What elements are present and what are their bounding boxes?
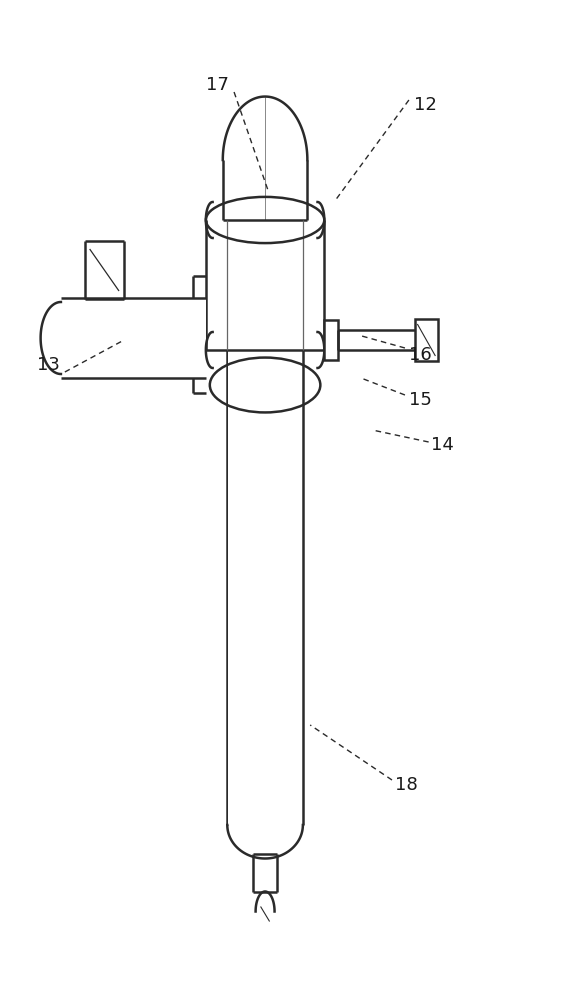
Bar [41, 298, 206, 378]
Text: 13: 13 [37, 356, 59, 374]
Text: 15: 15 [409, 391, 431, 409]
Text: 16: 16 [409, 346, 431, 364]
Text: 14: 14 [431, 436, 454, 454]
Bar [415, 319, 438, 361]
Bar [324, 320, 338, 360]
Text: 17: 17 [206, 76, 228, 94]
Text: 12: 12 [415, 96, 437, 114]
Text: 18: 18 [395, 776, 417, 794]
Bar [206, 220, 324, 350]
Bar [228, 230, 302, 825]
